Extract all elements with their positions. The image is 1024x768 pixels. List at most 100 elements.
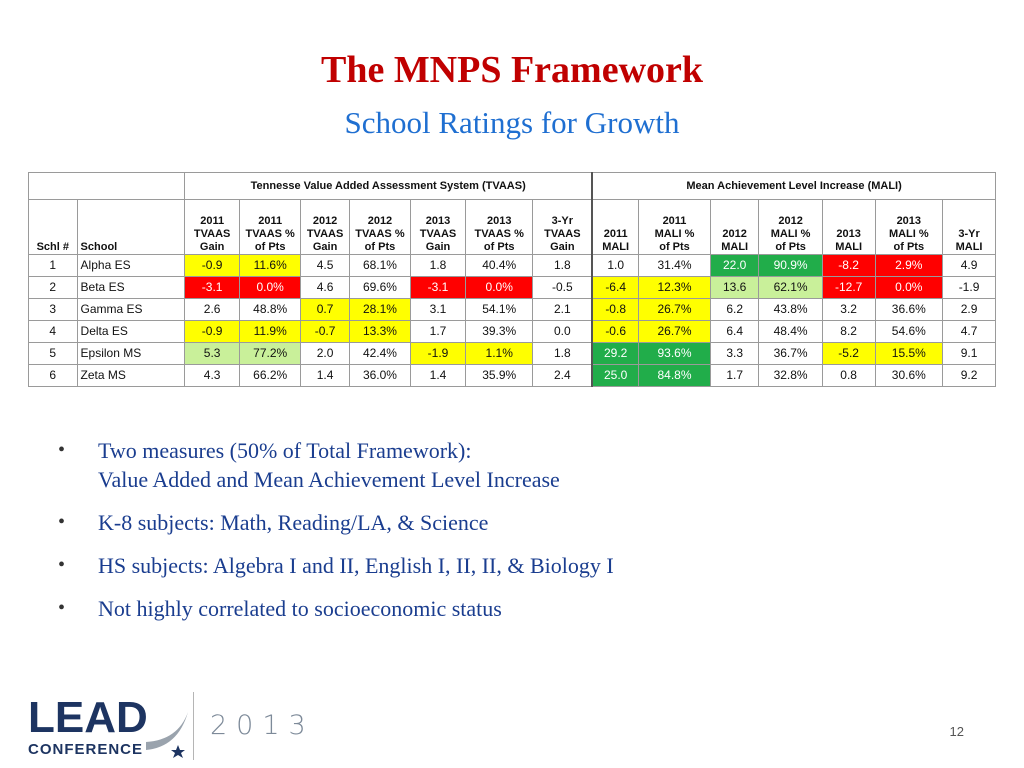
school-name-cell: Alpha ES — [76, 254, 186, 277]
column-header-line: 2012 — [722, 228, 747, 240]
value-cell: 36.7% — [758, 342, 823, 365]
value-cell: 0.0% — [239, 276, 302, 299]
column-header-line: MALI % — [654, 228, 695, 240]
column-header-line: 3-Yr — [958, 228, 980, 240]
column-header-line: TVAAS — [419, 228, 457, 240]
column-header-line: School — [80, 241, 118, 253]
column-header-line: TVAAS — [306, 228, 344, 240]
value-cell: -0.6 — [591, 320, 640, 343]
column-header-line: 2012 — [312, 215, 338, 227]
column-header-line: 2013 — [896, 215, 922, 227]
value-cell: 84.8% — [638, 364, 711, 387]
value-cell: 43.8% — [758, 298, 823, 321]
table-row: 2 Beta ES -3.1 0.0% 4.6 69.6% -3.1 0.0% -0.5 -6.4… — [28, 276, 996, 299]
slide-subtitle: School Ratings for Growth — [344, 105, 680, 140]
value-cell: 22.0 — [709, 254, 760, 277]
star-icon — [171, 745, 185, 758]
school-name-cell: Delta ES — [76, 320, 186, 343]
column-header: 3-Yr MALI — [942, 199, 996, 255]
value-cell: 42.4% — [348, 342, 412, 365]
column-header-line: TVAAS % — [355, 228, 405, 240]
value-cell: 36.6% — [874, 298, 944, 321]
column-header-row: Schl # School 2011 TVAAS Gain 2011 TVAAS % of P… — [28, 199, 996, 255]
logo-wordmark: LEAD — [28, 693, 148, 742]
column-header: 2012 TVAAS Gain — [300, 199, 350, 255]
bullet-text: HS subjects: Algebra I and II, English I… — [98, 553, 614, 578]
column-header-line: MALI — [955, 241, 983, 253]
column-header-line: MALI — [835, 241, 863, 253]
value-cell: 90.9% — [758, 254, 823, 277]
value-cell: 26.7% — [638, 320, 711, 343]
value-cell: 32.8% — [758, 364, 823, 387]
column-header-line: 2012 — [367, 215, 393, 227]
school-number-cell: 4 — [28, 320, 78, 343]
column-header-line: of Pts — [254, 241, 286, 253]
column-header-line: 2011 — [662, 215, 687, 227]
conference-year: 2013 — [210, 710, 315, 741]
value-cell: 8.2 — [821, 320, 876, 343]
column-header-line: TVAAS % — [474, 228, 524, 240]
column-header: 2011 MALI % of Pts — [638, 199, 711, 255]
column-header-line: 2011 — [200, 215, 225, 227]
logo-swoosh-icon — [146, 712, 188, 750]
bullet-dot-icon: • — [58, 597, 66, 619]
column-header: School — [76, 199, 186, 255]
value-cell: 2.9 — [942, 298, 996, 321]
bullet-item: • Two measures (50% of Total Framework): V… — [58, 436, 958, 494]
bullet-text: K-8 subjects: Math, Reading/LA, & Scienc… — [98, 510, 489, 535]
value-cell: 1.4 — [300, 364, 350, 387]
column-header-line: 2012 — [778, 215, 803, 227]
value-cell: 6.4 — [709, 320, 760, 343]
page-number: 12 — [949, 724, 964, 739]
value-cell: 35.9% — [464, 364, 534, 387]
ratings-table: Tennesse Value Added Assessment System (… — [28, 172, 996, 387]
value-cell: 62.1% — [758, 276, 823, 299]
column-header: 2013 TVAAS Gain — [410, 199, 466, 255]
value-cell: -0.7 — [300, 320, 350, 343]
value-cell: 2.6 — [184, 298, 241, 321]
value-cell: 9.1 — [942, 342, 996, 365]
value-cell: 9.2 — [942, 364, 996, 387]
value-cell: 2.0 — [300, 342, 350, 365]
bullet-text-continued: Value Added and Mean Achievement Level I… — [98, 467, 560, 492]
value-cell: 11.6% — [239, 254, 302, 277]
column-header-line: 3-Yr — [551, 215, 574, 227]
value-cell: 26.7% — [638, 298, 711, 321]
value-cell: -6.4 — [591, 276, 640, 299]
column-header: 2012 MALI % of Pts — [758, 199, 823, 255]
value-cell: 39.3% — [464, 320, 534, 343]
column-header-line: TVAAS — [193, 228, 231, 240]
column-header-line: 2013 — [486, 215, 512, 227]
table-row: 6 Zeta MS 4.3 66.2% 1.4 36.0% 1.4 35.9% 2.4 25.0 8… — [28, 364, 996, 387]
column-header: 2013 MALI % of Pts — [874, 199, 944, 255]
school-number-cell: 3 — [28, 298, 78, 321]
value-cell: 36.0% — [348, 364, 412, 387]
column-header-line: MALI — [602, 241, 630, 253]
value-cell: 1.8 — [410, 254, 466, 277]
column-header-line: Gain — [199, 241, 225, 253]
value-cell: 5.3 — [184, 342, 241, 365]
bullet-list: • Two measures (50% of Total Framework): V… — [58, 436, 958, 637]
value-cell: 0.0% — [464, 276, 534, 299]
value-cell: 1.8 — [532, 254, 593, 277]
value-cell: 40.4% — [464, 254, 534, 277]
column-header: 2011 MALI — [591, 199, 640, 255]
bullet-text: Two measures (50% of Total Framework): — [98, 438, 472, 463]
school-number-cell: 6 — [28, 364, 78, 387]
column-header-line: of Pts — [893, 241, 925, 253]
value-cell: -0.9 — [184, 254, 241, 277]
value-cell: 1.7 — [410, 320, 466, 343]
column-header-line: 2011 — [258, 215, 283, 227]
value-cell: 0.8 — [821, 364, 876, 387]
school-number-cell: 2 — [28, 276, 78, 299]
value-cell: 0.0 — [532, 320, 593, 343]
value-cell: -0.9 — [184, 320, 241, 343]
value-cell: 69.6% — [348, 276, 412, 299]
column-header-line: MALI % — [888, 228, 929, 240]
school-name-cell: Gamma ES — [76, 298, 186, 321]
column-header-line: 2013 — [425, 215, 451, 227]
table-row: 1 Alpha ES -0.9 11.6% 4.5 68.1% 1.8 40.4% 1.8 1.0… — [28, 254, 996, 277]
table-row: 5 Epsilon MS 5.3 77.2% 2.0 42.4% -1.9 1.1% 1.8 29… — [28, 342, 996, 365]
value-cell: 77.2% — [239, 342, 302, 365]
value-cell: 3.1 — [410, 298, 466, 321]
